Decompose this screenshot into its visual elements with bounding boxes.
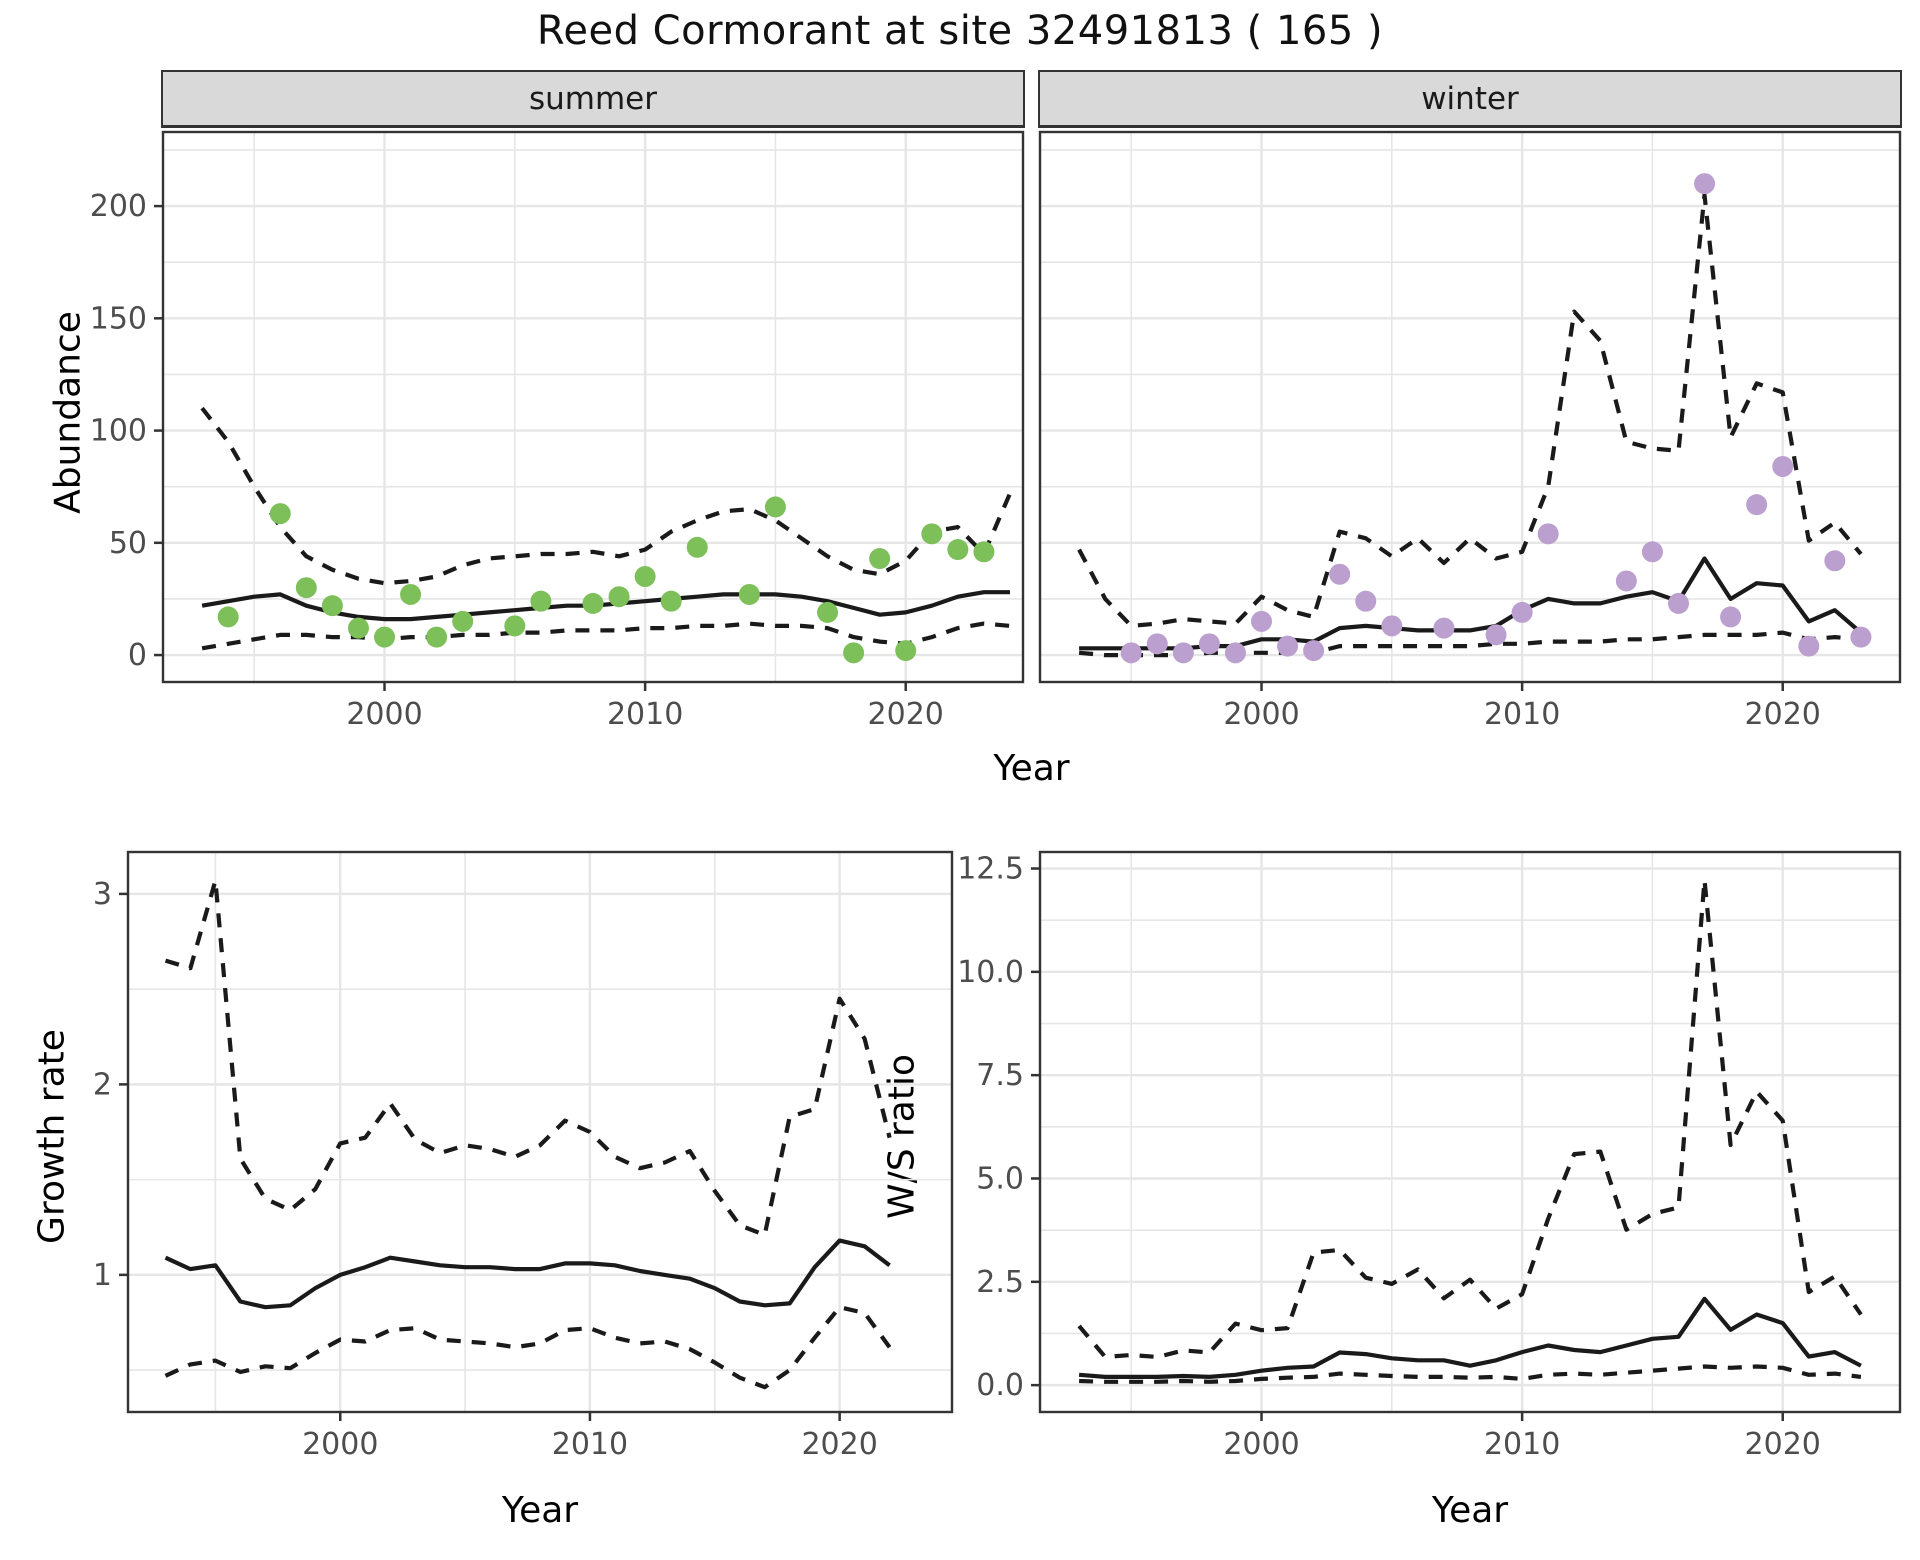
svg-text:1: 1 <box>93 1258 112 1293</box>
svg-text:200: 200 <box>90 189 147 224</box>
svg-text:0: 0 <box>128 638 147 673</box>
abundance-summer-panel: 2000 2010 2020 0 50 100 150 200 <box>90 130 1025 732</box>
ws-ratio-panel: 2000 2010 2020 0.0 2.5 5.0 7.5 10.0 12.5 <box>957 850 1902 1462</box>
svg-text:2020: 2020 <box>1745 697 1821 732</box>
svg-text:2010: 2010 <box>607 697 683 732</box>
facet-strip-winter: winter <box>1038 70 1902 128</box>
svg-text:10.0: 10.0 <box>957 955 1024 990</box>
svg-text:2010: 2010 <box>1484 697 1560 732</box>
chart-title: Reed Cormorant at site 32491813 ( 165 ) <box>536 8 1384 54</box>
svg-text:12.5: 12.5 <box>957 852 1024 887</box>
svg-text:2000: 2000 <box>302 1427 378 1462</box>
growth-rate-x-axis-title: Year <box>501 1490 579 1531</box>
svg-text:100: 100 <box>90 414 147 449</box>
svg-text:2: 2 <box>93 1067 112 1102</box>
svg-text:2000: 2000 <box>1223 697 1299 732</box>
ws-ratio-x-axis-title: Year <box>1431 1490 1509 1531</box>
growth-rate-y-axis-title: Growth rate <box>31 1029 73 1244</box>
svg-text:2020: 2020 <box>1745 1427 1821 1462</box>
top-x-axis-title: Year <box>993 748 1070 789</box>
svg-text:2020: 2020 <box>868 697 944 732</box>
abundance-winter-panel: 2000 2010 2020 <box>1038 130 1902 732</box>
svg-text:5.0: 5.0 <box>976 1161 1024 1196</box>
svg-text:2.5: 2.5 <box>976 1265 1024 1300</box>
svg-text:2010: 2010 <box>552 1427 628 1462</box>
svg-text:2000: 2000 <box>346 697 422 732</box>
abundance-y-axis-title: Abundance <box>47 311 89 514</box>
svg-text:2010: 2010 <box>1484 1427 1560 1462</box>
facet-strip-summer-label: summer <box>528 80 657 117</box>
facet-strip-summer: summer <box>161 70 1025 128</box>
svg-text:2000: 2000 <box>1223 1427 1299 1462</box>
svg-text:0.0: 0.0 <box>976 1368 1024 1403</box>
growth-rate-panel: 2000 2010 2020 1 2 3 <box>93 850 954 1462</box>
svg-text:150: 150 <box>90 301 147 336</box>
svg-text:3: 3 <box>93 877 112 912</box>
facet-strip-winter-label: winter <box>1421 80 1519 117</box>
svg-text:2020: 2020 <box>801 1427 877 1462</box>
svg-text:50: 50 <box>109 526 147 561</box>
svg-text:7.5: 7.5 <box>976 1058 1024 1093</box>
